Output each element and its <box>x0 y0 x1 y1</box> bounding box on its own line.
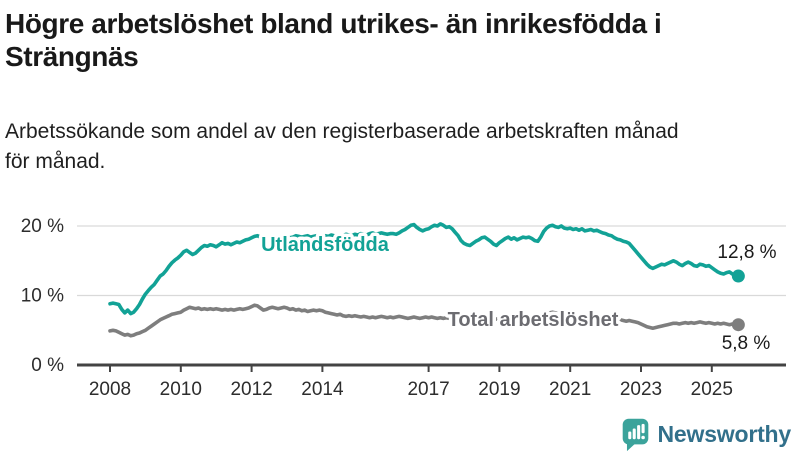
series-end-value-0: 12,8 % <box>717 242 776 263</box>
y-tick-label-10: 10 % <box>21 286 64 307</box>
unemployment-line-chart: 2008 2010 2012 2014 2017 2019 2021 2023 2025 0 % 1… <box>21 216 786 400</box>
x-tick-label-2014: 2014 <box>301 379 344 400</box>
brand-name: Newsworthy <box>657 421 792 447</box>
logo-exclamation-bar <box>641 423 645 434</box>
chart-header: Högre arbetslöshet bland utrikes- än inr… <box>0 7 800 177</box>
x-tick-label-2025: 2025 <box>691 379 733 400</box>
logo-exclamation-dot <box>640 435 645 440</box>
x-tick-label-2017: 2017 <box>407 379 449 400</box>
series-end-dot-1 <box>731 318 745 332</box>
logo-bar-tall <box>636 425 640 440</box>
x-tick-label-2021: 2021 <box>549 379 591 400</box>
y-tick-label-0: 0 % <box>31 355 64 376</box>
y-tick-label-20: 20 % <box>21 216 64 237</box>
x-tick-label-2012: 2012 <box>230 379 272 400</box>
series-label-0: Utlandsfödda <box>261 234 390 256</box>
series-line-0 <box>108 222 741 316</box>
chart-subtitle: Arbetssökande som andel av den registerb… <box>5 120 679 173</box>
x-tick-label-2023: 2023 <box>620 379 662 400</box>
series-line-1 <box>108 303 741 338</box>
series-end-value-1: 5,8 % <box>722 333 771 354</box>
logo-bar-small <box>627 431 631 440</box>
x-tick-label-2010: 2010 <box>160 379 202 400</box>
newsworthy-logo[interactable]: Newsworthy <box>620 417 791 452</box>
newsworthy-bubble-icon <box>622 418 648 452</box>
logo-bar-medium <box>632 428 636 440</box>
chart-title: Högre arbetslöshet bland utrikes- än inr… <box>5 8 662 72</box>
x-tick-label-2019: 2019 <box>478 379 520 400</box>
x-tick-label-2008: 2008 <box>89 379 131 400</box>
series-label-1: Total arbetslöshet <box>448 309 619 331</box>
series-end-dot-0 <box>731 269 745 283</box>
